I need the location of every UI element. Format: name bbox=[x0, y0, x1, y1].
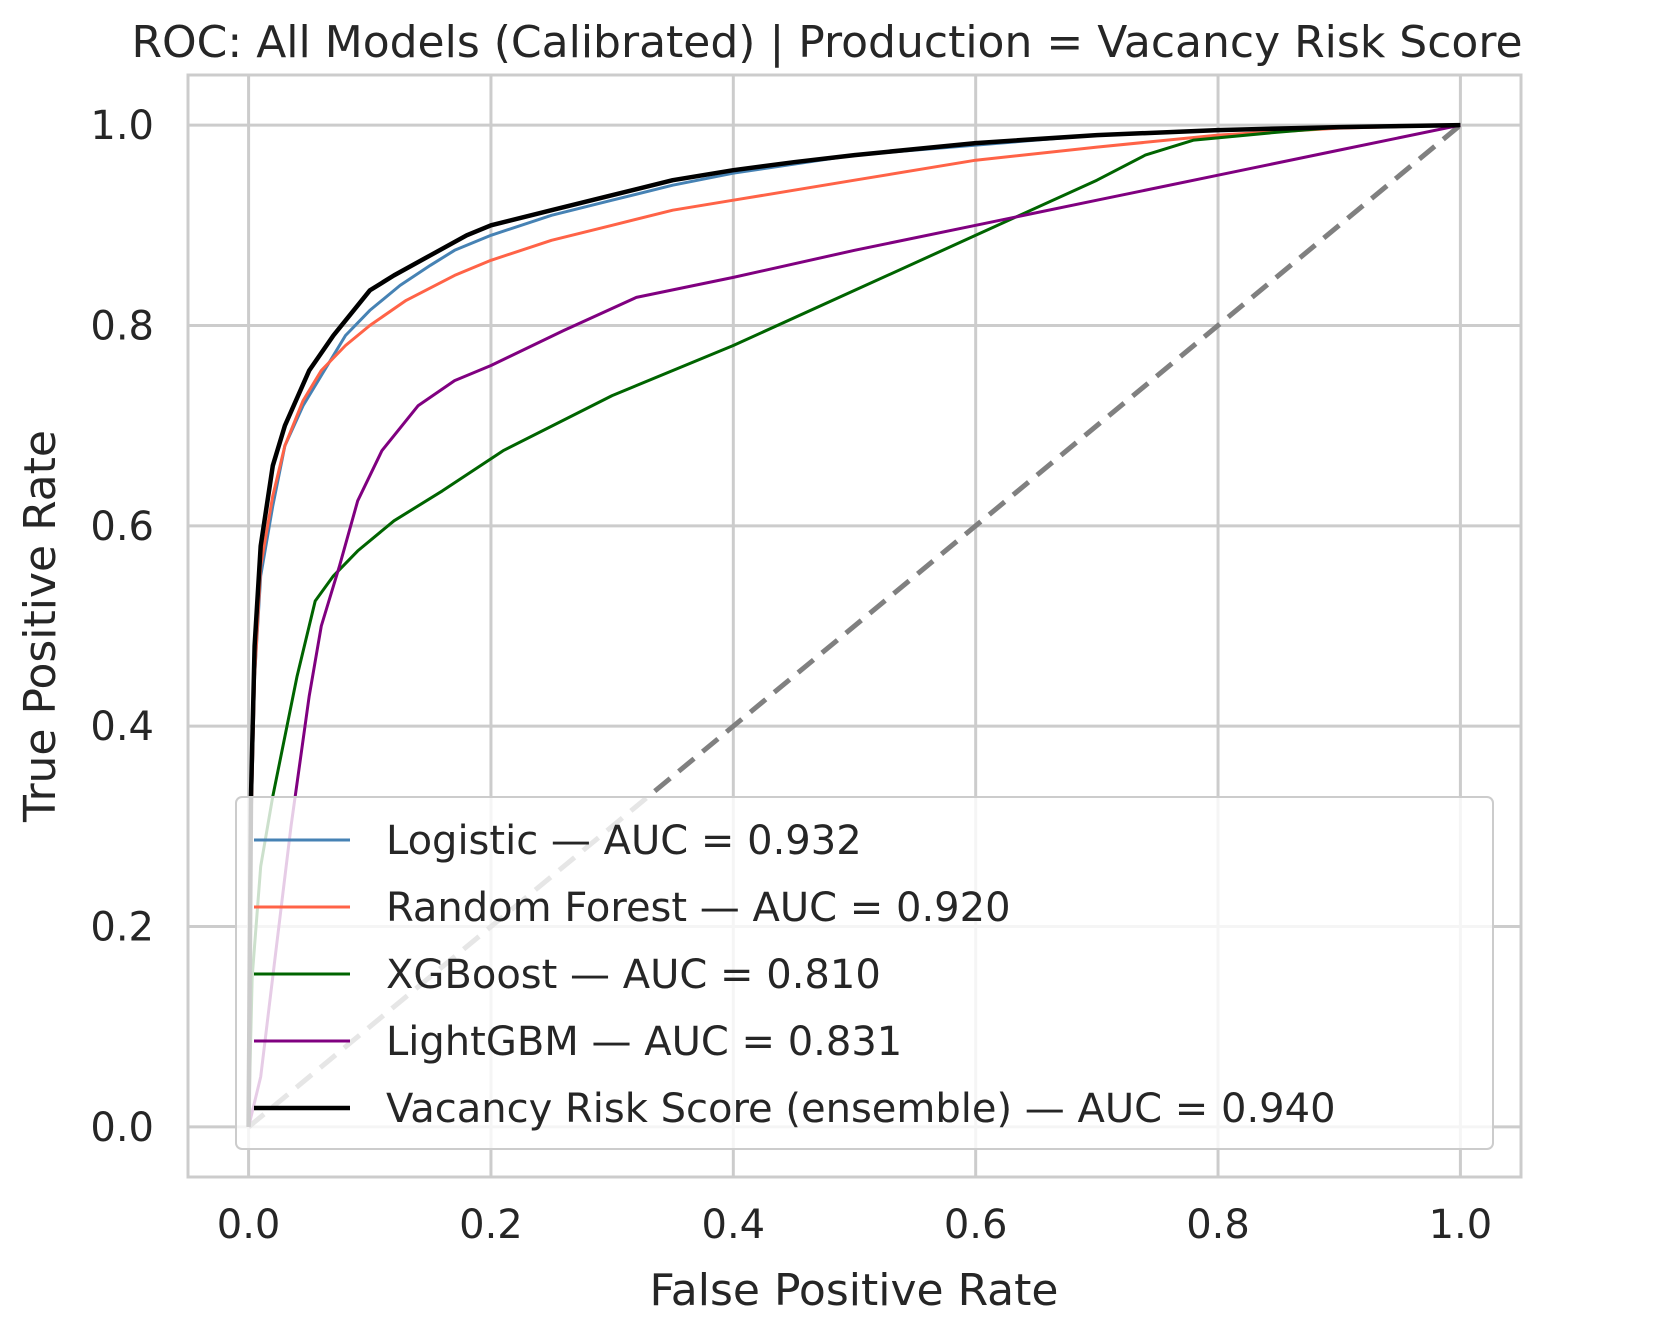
x-tick-label: 0.0 bbox=[217, 1202, 281, 1248]
y-tick-label: 0.6 bbox=[90, 504, 154, 550]
x-axis-label: False Positive Rate bbox=[650, 1265, 1059, 1316]
series-line-2 bbox=[247, 123, 1461, 1127]
legend: Logistic — AUC = 0.932 Random Forest — AU… bbox=[235, 796, 1494, 1150]
series-line-3 bbox=[247, 123, 1461, 1128]
y-tick-label: 0.4 bbox=[90, 704, 154, 750]
x-tick-label: 0.8 bbox=[1186, 1202, 1250, 1248]
legend-label-4: Vacancy Risk Score (ensemble) — AUC = 0.… bbox=[386, 1086, 1336, 1132]
series-line-4 bbox=[246, 122, 1461, 1127]
legend-label-1: Random Forest — AUC = 0.920 bbox=[386, 885, 1011, 931]
legend-entries: Logistic — AUC = 0.932 Random Forest — AU… bbox=[254, 818, 1336, 1132]
legend-label-0: Logistic — AUC = 0.932 bbox=[386, 818, 862, 864]
plot-frame bbox=[186, 73, 1523, 1179]
x-tick-label: 0.2 bbox=[459, 1202, 523, 1248]
y-tick-label: 0.2 bbox=[90, 905, 154, 951]
x-tick-labels: 0.0 0.2 0.4 0.6 0.8 1.0 bbox=[217, 1202, 1492, 1248]
y-tick-labels: 0.0 0.2 0.4 0.6 0.8 1.0 bbox=[90, 103, 154, 1151]
y-axis-label: True Positive Rate bbox=[15, 430, 66, 823]
legend-label-2: XGBoost — AUC = 0.810 bbox=[386, 952, 881, 998]
y-tick-label: 1.0 bbox=[90, 103, 154, 149]
chart-title: ROC: All Models (Calibrated) | Productio… bbox=[131, 17, 1522, 68]
series-line-1 bbox=[247, 123, 1461, 1127]
y-tick-label: 0.8 bbox=[90, 303, 154, 349]
x-tick-label: 1.0 bbox=[1429, 1202, 1493, 1248]
legend-label-3: LightGBM — AUC = 0.831 bbox=[386, 1019, 902, 1065]
series-lines bbox=[246, 122, 1461, 1128]
y-tick-label: 0.0 bbox=[90, 1105, 154, 1151]
legend-box bbox=[235, 796, 1494, 1150]
x-tick-label: 0.6 bbox=[944, 1202, 1008, 1248]
x-tick-label: 0.4 bbox=[702, 1202, 766, 1248]
